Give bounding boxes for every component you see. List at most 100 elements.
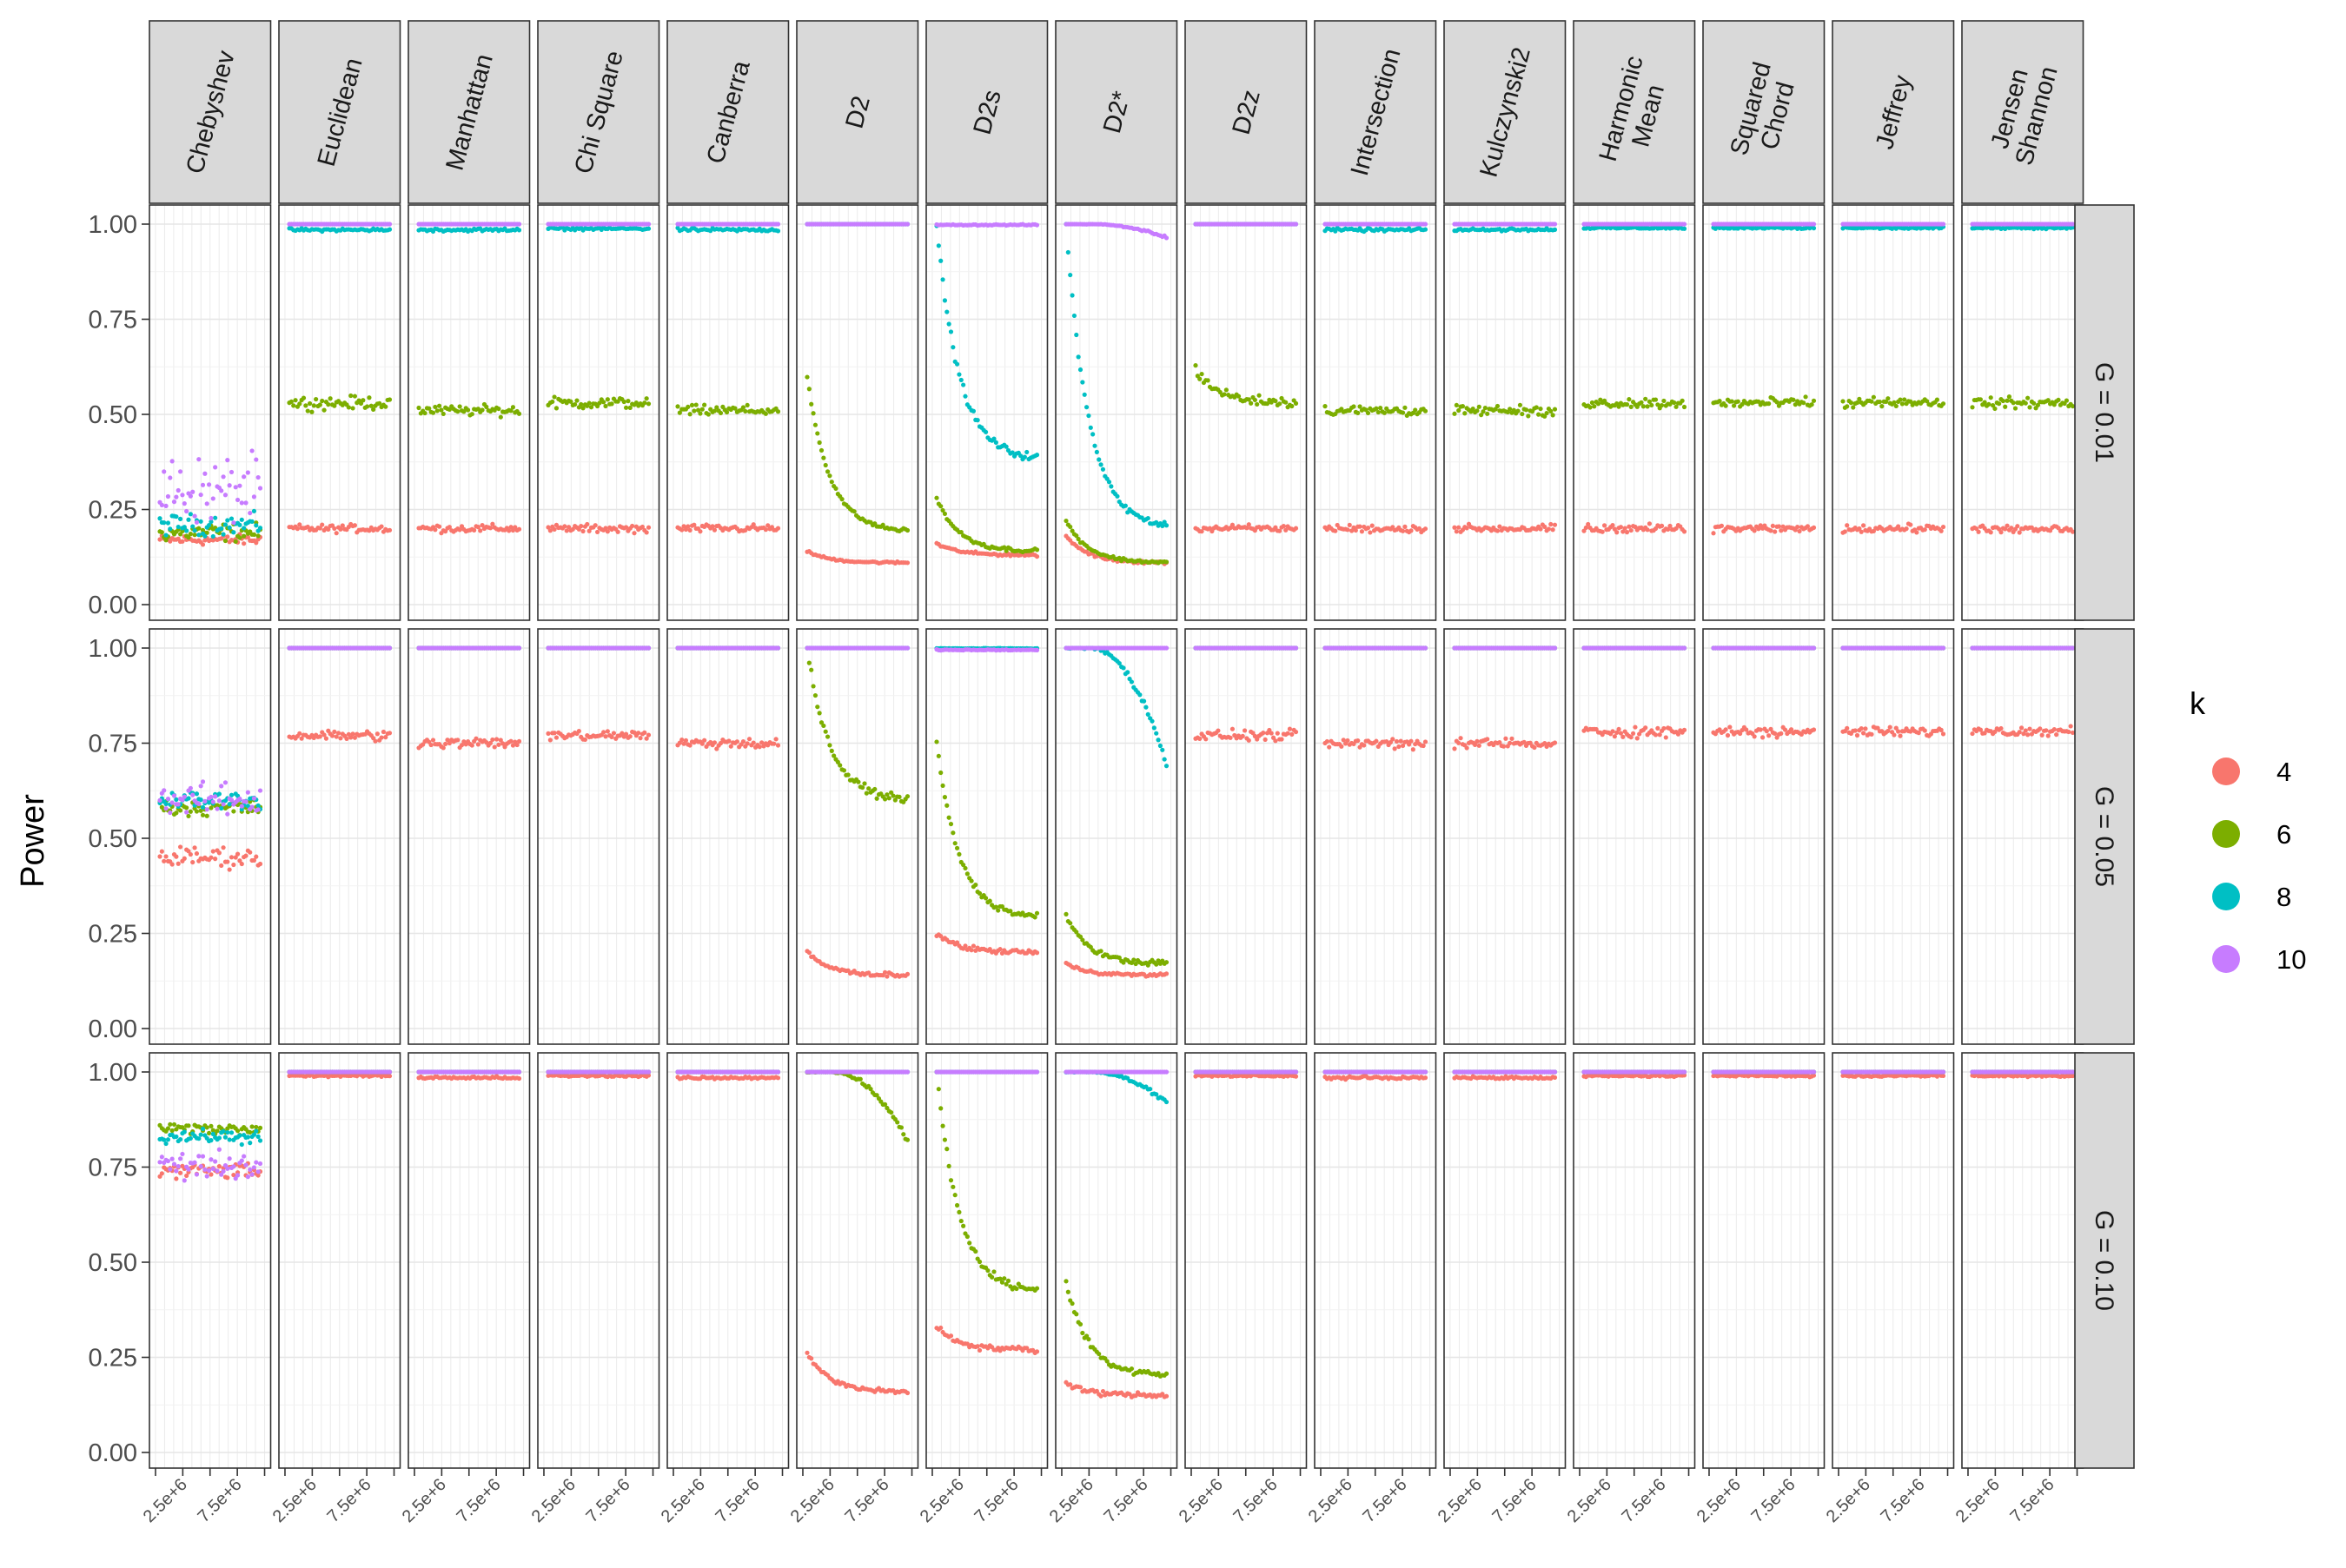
data-point — [189, 810, 193, 814]
data-point — [240, 518, 244, 522]
data-point — [764, 412, 768, 416]
data-point — [1845, 523, 1849, 527]
data-point — [1538, 407, 1542, 411]
data-point — [961, 382, 965, 387]
data-point — [348, 394, 353, 398]
panel — [279, 629, 401, 1044]
data-point — [1797, 529, 1801, 533]
data-point — [947, 321, 951, 326]
data-point — [1551, 527, 1555, 532]
data-point — [2009, 526, 2013, 530]
data-point — [172, 793, 176, 797]
data-point — [160, 503, 164, 507]
data-point — [441, 745, 446, 750]
data-point — [252, 533, 256, 537]
data-point — [1730, 399, 1734, 403]
data-point — [254, 523, 258, 527]
data-point — [1645, 527, 1649, 532]
data-point — [603, 404, 607, 408]
data-point — [1553, 222, 1557, 226]
data-point — [2056, 398, 2060, 402]
data-point — [166, 797, 170, 801]
data-point — [1548, 409, 1553, 414]
data-point — [944, 804, 949, 808]
data-point — [1485, 412, 1489, 416]
data-point — [937, 243, 941, 248]
data-point — [818, 440, 822, 445]
data-point — [1256, 394, 1261, 398]
panel — [149, 629, 271, 1044]
data-point — [381, 730, 386, 734]
data-point — [1355, 411, 1360, 415]
data-point — [1879, 404, 1884, 408]
data-point — [1795, 525, 1799, 529]
data-point — [971, 409, 976, 414]
data-point — [949, 822, 953, 826]
data-point — [1360, 529, 1364, 533]
data-point — [258, 862, 262, 866]
data-point — [1542, 525, 1547, 529]
data-point — [186, 814, 190, 818]
data-point — [1627, 397, 1631, 401]
data-point — [1859, 530, 1864, 534]
data-point — [306, 408, 310, 413]
data-point — [289, 400, 294, 404]
data-point — [554, 406, 559, 410]
data-point — [201, 542, 205, 546]
data-point — [211, 849, 215, 853]
data-point — [1680, 399, 1685, 403]
data-point — [388, 228, 392, 232]
data-point — [297, 731, 302, 736]
data-point — [320, 522, 324, 526]
data-point — [642, 731, 646, 735]
data-point — [223, 493, 228, 497]
data-point — [1357, 525, 1362, 529]
data-point — [743, 409, 747, 414]
data-point — [493, 744, 497, 749]
data-point — [645, 396, 649, 400]
data-point — [1452, 412, 1456, 416]
data-point — [2001, 399, 2005, 403]
data-point — [646, 222, 651, 226]
data-point — [747, 737, 752, 741]
data-point — [1068, 273, 1072, 277]
data-point — [195, 809, 199, 813]
data-point — [646, 227, 651, 231]
data-point — [951, 830, 955, 835]
data-point — [595, 530, 600, 534]
data-point — [1682, 222, 1687, 226]
data-point — [195, 851, 199, 856]
data-point — [821, 456, 825, 460]
data-point — [231, 809, 235, 813]
data-point — [579, 524, 583, 528]
data-point — [1923, 527, 1927, 532]
data-point — [746, 403, 750, 407]
data-point — [1402, 525, 1407, 529]
data-point — [1641, 404, 1646, 408]
data-point — [1653, 397, 1658, 401]
data-point — [776, 526, 780, 531]
data-point — [622, 400, 626, 404]
data-point — [1107, 480, 1111, 484]
panel — [1056, 205, 1177, 620]
data-point — [328, 396, 333, 400]
data-point — [1351, 404, 1355, 408]
data-point — [192, 533, 196, 537]
data-point — [309, 410, 314, 414]
data-point — [1771, 524, 1775, 528]
data-point — [583, 738, 587, 742]
data-point — [815, 705, 819, 709]
data-point — [690, 403, 694, 407]
series-10 — [1840, 222, 1945, 226]
data-point — [612, 731, 616, 735]
data-point — [1661, 399, 1666, 403]
data-point — [1024, 450, 1029, 454]
data-point — [833, 486, 838, 491]
data-point — [388, 528, 392, 533]
data-point — [388, 397, 392, 401]
data-point — [184, 810, 189, 814]
data-point — [813, 423, 818, 427]
data-point — [860, 785, 865, 790]
data-point — [388, 222, 392, 226]
data-point — [688, 412, 693, 416]
